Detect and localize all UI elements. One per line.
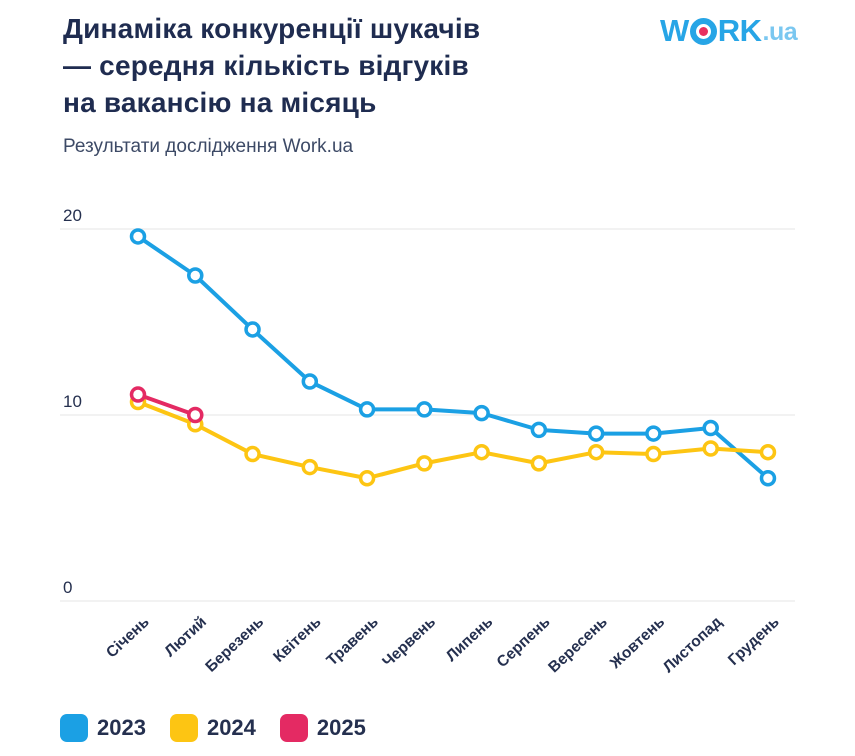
series-2023-point: [187, 267, 204, 284]
y-tick-label: 20: [63, 206, 82, 225]
series-2024-point: [244, 445, 261, 463]
series-2023-point: [416, 401, 433, 418]
logo-suffix: .ua: [762, 18, 798, 46]
series-2023-point: [530, 421, 548, 439]
series-2025-point: [187, 406, 204, 424]
series-2023-point: [645, 425, 662, 442]
series-2024-point: [358, 469, 376, 487]
series-2024-point: [702, 440, 719, 457]
x-tick-label: Вересень: [545, 613, 611, 676]
logo-text-rk: RK: [717, 13, 762, 48]
x-tick-label: Листопад: [660, 613, 726, 676]
series-2025-line: [136, 392, 198, 417]
series-2023-point: [358, 401, 376, 418]
series-2023-point: [244, 321, 261, 338]
legend-item-2024: 2024: [169, 714, 256, 742]
series-2025-point: [129, 386, 147, 403]
series-2023-point: [473, 404, 490, 422]
logo-o-target-icon: [689, 17, 717, 45]
x-tick-label: Січень: [103, 613, 153, 661]
series-2024-point: [473, 443, 490, 461]
x-tick-label: Квітень: [270, 613, 324, 665]
x-tick-label: Червень: [379, 613, 439, 670]
subtitle: Результати дослідження Work.ua: [63, 136, 354, 157]
series-2023-point: [301, 373, 319, 390]
workua-logo: W RK .ua: [660, 13, 798, 48]
series-2023-point: [702, 419, 719, 437]
series-2024-line: [136, 399, 770, 481]
logo-text-w: W: [660, 13, 689, 48]
series-2024-point: [530, 455, 548, 472]
logo-red-dot-icon: [698, 26, 708, 36]
legend-label-2025: 2025: [316, 715, 366, 740]
x-tick-label: Лютий: [162, 613, 210, 660]
page-title: Динаміка конкуренції шукачів — середня к…: [63, 13, 481, 118]
series-2024-point: [645, 445, 662, 463]
x-tick-label: Березень: [202, 613, 267, 675]
legend-label-2024: 2024: [206, 715, 256, 740]
series-2024-point: [301, 458, 319, 476]
series-2023-point: [587, 425, 605, 442]
x-tick-label: Серпень: [494, 613, 554, 671]
series-2023-point: [129, 228, 147, 245]
y-tick-label: 0: [63, 578, 72, 597]
legend-item-2025: 2025: [279, 714, 366, 742]
series-2024-point: [416, 455, 433, 472]
legend-item-2023: 2023: [60, 714, 146, 742]
legend-swatch-2024: [169, 714, 198, 742]
x-tick-label: Травень: [324, 613, 382, 669]
series-2024-point: [759, 443, 777, 461]
series-2023-point: [759, 469, 777, 487]
series-2023-line: [136, 234, 770, 481]
legend-swatch-2025: [279, 714, 308, 742]
series-2024-point: [587, 443, 605, 461]
y-tick-label: 10: [63, 392, 82, 411]
x-tick-label: Липень: [443, 613, 496, 664]
legend-swatch-2023: [60, 714, 88, 742]
chart-legend: 2023 2024 2025: [60, 714, 366, 742]
legend-label-2023: 2023: [97, 715, 146, 740]
x-tick-label: Грудень: [725, 613, 783, 668]
